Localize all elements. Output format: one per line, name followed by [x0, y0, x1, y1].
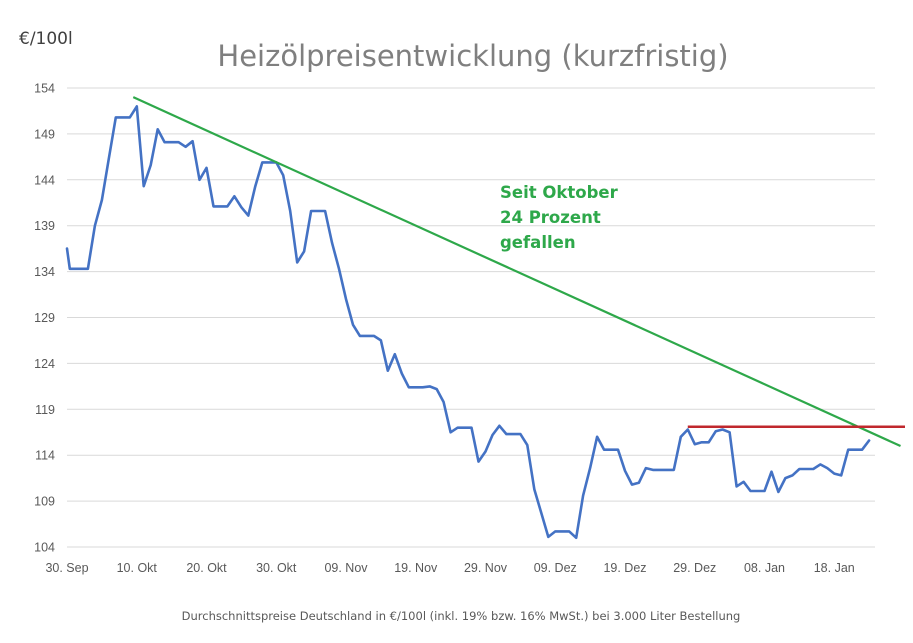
y-tick-label: 119 [35, 403, 55, 417]
x-tick-label: 09. Nov [324, 561, 368, 575]
x-tick-label: 30. Sep [45, 561, 88, 575]
x-tick-label: 09. Dez [534, 561, 577, 575]
y-tick-label: 114 [35, 449, 55, 463]
y-unit-label: €/100l [19, 29, 73, 49]
annotation-text: Seit Oktober 24 Prozent gefallen [500, 183, 623, 252]
x-tick-label: 18. Jan [814, 561, 855, 575]
chart-title: Heizölpreisentwicklung (kurzfristig) [217, 39, 728, 73]
footnote: Durchschnittspreise Deutschland in €/100… [182, 609, 741, 623]
x-tick-label: 29. Dez [673, 561, 716, 575]
annotation-line-2: 24 Prozent [500, 208, 601, 227]
y-tick-label: 154 [34, 82, 55, 96]
series-layer [65, 105, 871, 540]
y-tick-label: 124 [34, 357, 55, 371]
y-tick-label: 139 [34, 219, 55, 233]
x-tick-label: 10. Okt [117, 561, 158, 575]
x-tick-label: 30. Okt [256, 561, 297, 575]
price-series-line [65, 105, 871, 540]
x-tick-label: 20. Okt [186, 561, 227, 575]
annotation-line-1: Seit Oktober [500, 183, 619, 202]
y-tick-label: 104 [34, 541, 55, 555]
x-tick-label: 19. Dez [603, 561, 646, 575]
annotation-line-3: gefallen [500, 233, 576, 252]
y-tick-label: 144 [34, 173, 55, 187]
trendline [132, 96, 901, 448]
y-tick-label: 129 [34, 311, 55, 325]
y-tick-label: 109 [34, 495, 55, 509]
x-axis-ticks: 30. Sep 10. Okt 20. Okt 30. Okt 09. Nov 19. N… [45, 561, 854, 575]
y-tick-label: 149 [34, 127, 55, 141]
x-tick-label: 19. Nov [394, 561, 438, 575]
y-tick-label: 134 [34, 265, 55, 279]
x-tick-label: 29. Nov [464, 561, 508, 575]
y-axis-ticks: 104 109 114 119 124 129 134 139 144 149 154 [34, 82, 55, 555]
gridlines [67, 87, 875, 502]
x-tick-label: 08. Jan [744, 561, 785, 575]
